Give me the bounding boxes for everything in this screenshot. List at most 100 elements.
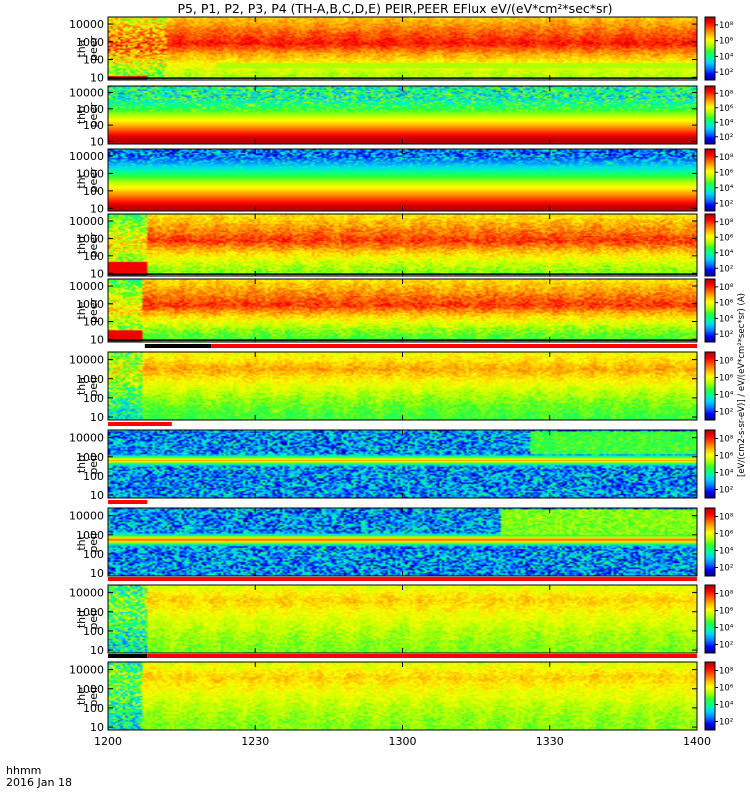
- y-tick-label: 1000: [76, 529, 104, 542]
- y-tick-label: 10000: [69, 587, 104, 600]
- x-tick-label: 1330: [536, 735, 564, 748]
- spectrogram-tha-peir: [108, 352, 697, 420]
- y-tick-label: 10000: [69, 354, 104, 367]
- colorbar: [704, 429, 716, 499]
- colorbar: [704, 85, 716, 145]
- colorbar-tick-label: 10²: [719, 330, 733, 340]
- colorbar: [704, 148, 716, 212]
- panel-label-probe: thb: [75, 106, 88, 124]
- y-tick-label: 100: [83, 625, 104, 638]
- colorbar-tick-label: 10⁸: [719, 153, 734, 163]
- panel-thc-peir: 10 100 1000 10000 thc peir 10² 10⁴ 10⁶ 10⁸: [69, 500, 734, 580]
- y-tick-label: 10000: [69, 432, 104, 445]
- y-tick-label: 1000: [76, 451, 104, 464]
- x-tick-label: 1300: [389, 735, 417, 748]
- y-tick-label: 10: [90, 644, 104, 657]
- y-tick-label: 100: [83, 185, 104, 198]
- y-tick-label: 100: [83, 548, 104, 561]
- x-tick-label: 1400: [683, 735, 711, 748]
- panel-label-instrument: peir: [87, 685, 100, 707]
- status-bar-bg: [108, 500, 697, 504]
- colorbar-tick-label: 10⁴: [719, 184, 734, 194]
- colorbar-tick-label: 10⁴: [719, 52, 734, 62]
- y-tick-label: 100: [83, 316, 104, 329]
- colorbar-tick-label: 10²: [719, 641, 733, 651]
- y-tick-label: 1000: [76, 232, 104, 245]
- panel-thb-peir: 10 100 1000 10000 thb peir 10² 10⁴ 10⁶ 10⁸: [69, 422, 734, 502]
- panel-label-probe: thc: [75, 171, 88, 188]
- colorbar-tick-label: 10⁸: [719, 218, 734, 228]
- panel-label-instrument: peer: [87, 167, 100, 193]
- colorbar-tick-label: 10⁸: [719, 435, 734, 445]
- y-tick-label: 10000: [69, 18, 104, 31]
- spectrogram-thc-peer: [108, 149, 697, 211]
- colorbar-tick-label: 10⁴: [719, 701, 734, 711]
- spectrogram-thd-peer: [108, 214, 697, 276]
- colorbar: [704, 507, 716, 577]
- colorbar-tick-label: 10⁴: [719, 547, 734, 557]
- y-tick-label: 10000: [69, 280, 104, 293]
- colorbar-tick-label: 10⁶: [719, 374, 734, 384]
- colorbar-tick-label: 10⁴: [719, 391, 734, 401]
- panel-label-instrument: peer: [87, 102, 100, 128]
- y-tick-label: 100: [83, 470, 104, 483]
- y-tick-label: 10: [90, 333, 104, 346]
- y-tick-label: 10000: [69, 510, 104, 523]
- panel-the-peir: 10 100 1000 10000 the peir 10² 10⁴ 10⁶ 10⁸: [69, 654, 734, 734]
- y-tick-label: 10000: [69, 664, 104, 677]
- x-tick-label: 1200: [94, 735, 122, 748]
- y-tick-label: 1000: [76, 167, 104, 180]
- colorbar-tick-label: 10⁶: [719, 168, 734, 178]
- panel-thb-peer: 10 100 1000 10000 thb peer 10² 10⁴ 10⁶ 10⁸: [69, 85, 734, 148]
- colorbar-tick-label: 10⁴: [719, 624, 734, 634]
- y-tick-label: 10: [90, 567, 104, 580]
- y-tick-label: 10: [90, 202, 104, 215]
- panel-label-instrument: peir: [87, 531, 100, 553]
- y-tick-label: 1000: [76, 103, 104, 116]
- figure-title: P5, P1, P2, P3, P4 (TH-A,B,C,D,E) PEIR,P…: [177, 1, 612, 16]
- colorbar-tick-label: 10⁴: [719, 118, 734, 128]
- status-bar-black: [108, 654, 148, 658]
- colorbar-tick-label: 10⁴: [719, 469, 734, 479]
- colorbar-tick-label: 10⁸: [719, 667, 734, 677]
- panel-label-instrument: peir: [87, 608, 100, 630]
- panel-label-instrument: peer: [87, 36, 100, 62]
- y-tick-label: 10: [90, 411, 104, 424]
- colorbar-tick-label: 10²: [719, 486, 733, 496]
- panel-label-probe: tha: [75, 39, 88, 57]
- colorbar-tick-label: 10⁸: [719, 283, 734, 293]
- y-tick-label: 1000: [76, 606, 104, 619]
- y-tick-label: 1000: [76, 36, 104, 49]
- status-bar-bg: [108, 422, 697, 426]
- y-tick-label: 100: [83, 392, 104, 405]
- colorbar-tick-label: 10⁶: [719, 452, 734, 462]
- y-tick-label: 100: [83, 54, 104, 67]
- panel-label-instrument: peer: [87, 232, 100, 258]
- x-axis-label-hhmm: hhmm: [6, 764, 41, 777]
- panel-label-probe: tha: [75, 377, 88, 395]
- y-tick-label: 100: [83, 702, 104, 715]
- panel-label-instrument: peir: [87, 453, 100, 475]
- colorbar-tick-label: 10⁶: [719, 37, 734, 47]
- panel-thc-peer: 10 100 1000 10000 thc peer 10² 10⁴ 10⁶ 10⁸: [69, 148, 734, 215]
- spectrogram-thd-peir: [108, 585, 697, 653]
- y-tick-label: 10000: [69, 215, 104, 228]
- x-axis-label-date: 2016 Jan 18: [6, 776, 72, 789]
- y-tick-label: 1000: [76, 683, 104, 696]
- colorbar-tick-label: 10⁸: [719, 513, 734, 523]
- status-bar-red: [108, 422, 172, 426]
- y-tick-label: 10: [90, 267, 104, 280]
- panel-thd-peir: 10 100 1000 10000 thd peir 10² 10⁴ 10⁶ 10⁸: [69, 577, 734, 657]
- x-axis: 1200 1230 1300 1330 1400: [94, 735, 711, 748]
- spectrogram-the-peir: [108, 662, 697, 730]
- status-bar-red: [147, 654, 697, 658]
- colorbar-tick-label: 10⁸: [719, 89, 734, 99]
- spectrogram-thc-peir: [108, 508, 697, 576]
- status-bar-black: [144, 344, 212, 348]
- colorbar-tick-label: 10⁶: [719, 530, 734, 540]
- y-tick-label: 100: [83, 250, 104, 263]
- colorbar-tick-label: 10⁶: [719, 104, 734, 114]
